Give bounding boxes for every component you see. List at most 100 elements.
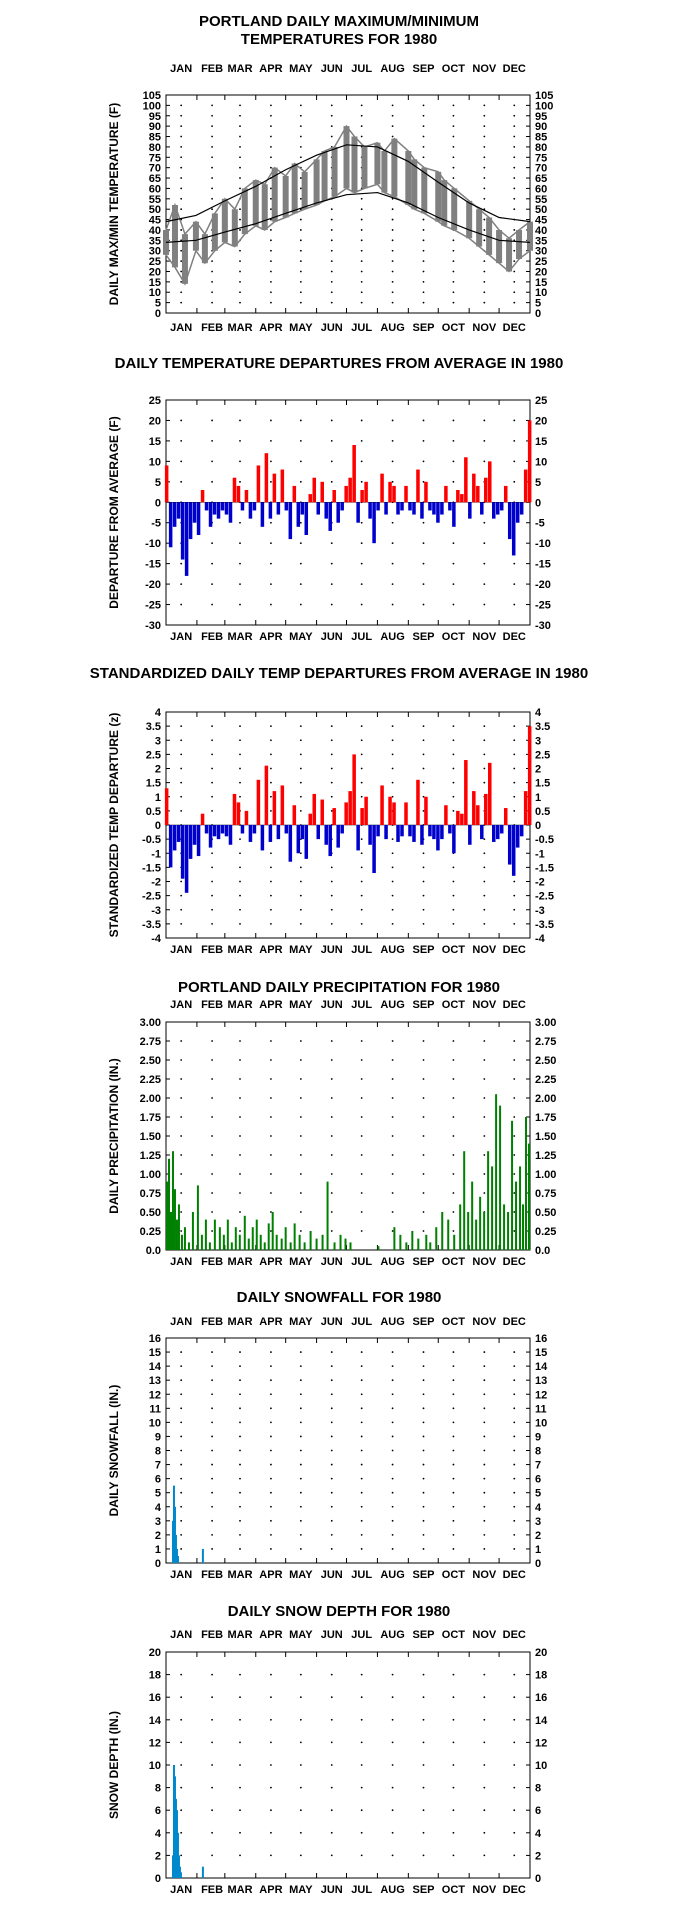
grid-dot (299, 922, 302, 925)
grid-dot (180, 1831, 183, 1834)
grid-dot (299, 187, 302, 190)
y-tick-label-right: 2.50 (535, 1055, 556, 1067)
grid-dot (360, 1230, 363, 1232)
y-tick-label-right: 15 (535, 436, 547, 448)
grid-dot (452, 1741, 455, 1744)
grid-dot (391, 1393, 394, 1396)
y-tick-label-right: 2.5 (535, 749, 550, 761)
y-tick-label-left: 14 (149, 1715, 162, 1727)
cold-departure-bar (208, 825, 213, 848)
grid-dot (239, 521, 241, 524)
y-tick-label-right: 6 (535, 1805, 541, 1817)
grid-dot (330, 1365, 333, 1368)
grid-dot (422, 1548, 425, 1550)
grid-dot (211, 125, 213, 128)
grid-dot (211, 1230, 213, 1232)
grid-dot (299, 603, 302, 606)
grid-dot (211, 104, 213, 107)
cold-departure-bar (240, 825, 245, 834)
grid-dot (299, 239, 302, 242)
grid-dot (422, 767, 425, 770)
y-tick-label-right: -15 (535, 559, 551, 571)
grid-dot (483, 166, 486, 169)
precip-bar (425, 1234, 428, 1250)
grid-dot (330, 739, 333, 742)
month-label-bottom: JUN (321, 1569, 343, 1581)
y-tick-label-right: 8 (535, 1783, 541, 1795)
grid-dot (270, 156, 272, 159)
grid-dot (391, 1154, 394, 1156)
month-label-bottom: NOV (472, 1569, 497, 1581)
grid-dot (330, 1230, 333, 1232)
warm-departure-bar (348, 477, 352, 503)
grid-dot (483, 1379, 486, 1382)
precip-bar (255, 1219, 258, 1250)
grid-dot (270, 1211, 272, 1213)
grid-dot (239, 781, 241, 784)
grid-dot (299, 1078, 302, 1080)
month-label-bottom: NOV (472, 322, 497, 334)
y-tick-label-right: 1 (535, 792, 541, 804)
grid-dot (299, 781, 302, 784)
grid-dot (270, 1696, 272, 1699)
y-tick-label-right: 1.75 (535, 1112, 556, 1124)
grid-dot (270, 922, 272, 925)
grid-dot (513, 460, 516, 463)
grid-dot (422, 104, 425, 107)
grid-dot (391, 1491, 394, 1494)
grid-dot (180, 1809, 183, 1812)
grid-dot (270, 301, 272, 304)
grid-dot (180, 1078, 183, 1080)
month-label-bottom: APR (259, 631, 282, 643)
grid-dot (422, 249, 425, 252)
grid-dot (330, 603, 333, 606)
grid-dot (422, 239, 425, 242)
grid-dot (483, 187, 486, 190)
month-label-bottom: FEB (201, 631, 223, 643)
grid-dot (391, 208, 394, 211)
grid-dot (330, 1116, 333, 1118)
grid-dot (330, 291, 333, 294)
grid-dot (330, 1078, 333, 1080)
grid-dot (180, 795, 183, 798)
y-tick-label-right: 14 (535, 1361, 548, 1373)
grid-dot (180, 1365, 183, 1368)
grid-dot (483, 1097, 486, 1099)
grid-dot (270, 1059, 272, 1061)
cold-departure-bar (276, 825, 281, 840)
grid-dot (452, 753, 455, 756)
grid-dot (452, 1173, 455, 1175)
grid-dot (330, 795, 333, 798)
grid-dot (211, 1505, 213, 1508)
month-label-top: APR (259, 1629, 282, 1641)
warm-departure-bar (360, 808, 364, 825)
y-tick-label-left: 6 (155, 1805, 161, 1817)
month-label-bottom: JUN (321, 944, 343, 956)
grid-dot (299, 114, 302, 117)
y-tick-label-left: 25 (149, 395, 161, 407)
month-label-bottom: MAY (289, 1884, 313, 1896)
grid-dot (270, 1673, 272, 1676)
grid-dot (483, 1491, 486, 1494)
month-label-top: JAN (170, 1629, 192, 1641)
grid-dot (452, 1365, 455, 1368)
grid-dot (270, 795, 272, 798)
grid-dot (422, 1854, 425, 1857)
precip-bar (377, 1246, 380, 1250)
y-tick-label-right: 1.50 (535, 1131, 556, 1143)
grid-dot (270, 208, 272, 211)
grid-dot (211, 177, 213, 179)
grid-dot (513, 1854, 516, 1857)
grid-dot (239, 1831, 241, 1834)
y-tick-label-left: 4 (155, 1502, 162, 1514)
grid-dot (299, 739, 302, 742)
grid-dot (452, 1809, 455, 1812)
grid-dot (270, 1379, 272, 1382)
grid-dot (513, 1449, 516, 1452)
cold-departure-bar (408, 825, 412, 837)
y-tick-label-left: 10 (149, 1417, 161, 1429)
grid-dot (211, 781, 213, 784)
grid-dot (299, 177, 302, 179)
grid-dot (239, 1449, 241, 1452)
grid-dot (330, 1211, 333, 1213)
